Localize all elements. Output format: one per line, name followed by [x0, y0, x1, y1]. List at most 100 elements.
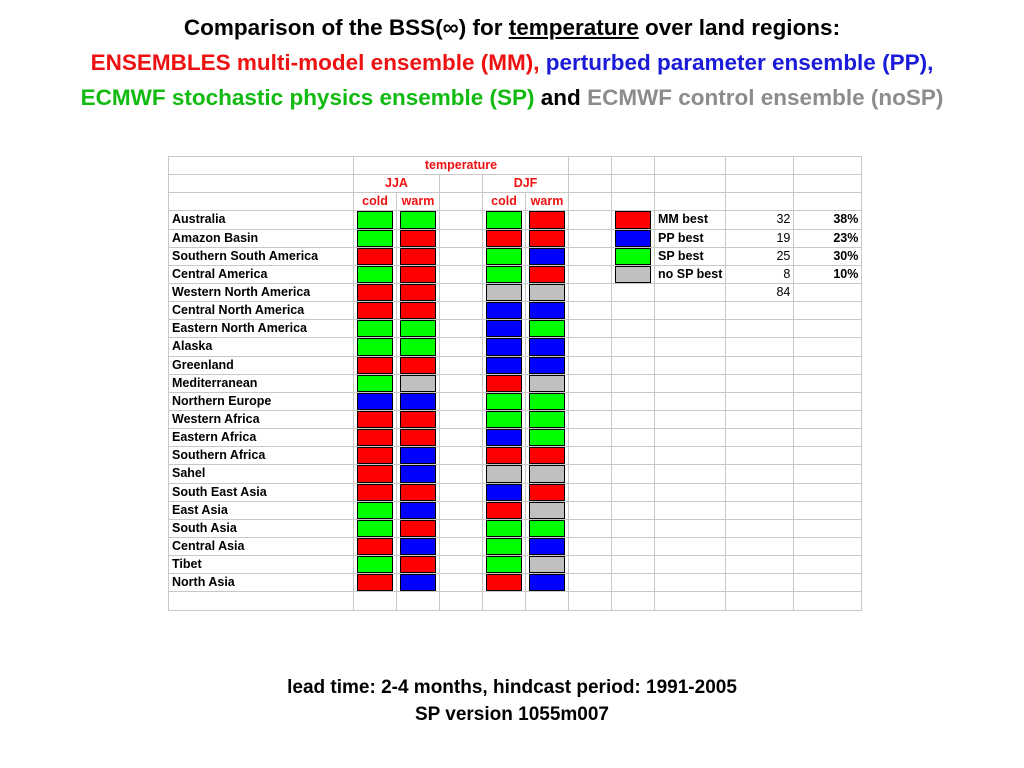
empty-cell — [396, 591, 440, 611]
empty-cell — [611, 373, 655, 393]
empty-cell — [439, 210, 483, 230]
color-swatch-sp — [486, 538, 522, 555]
color-swatch-mm — [486, 502, 522, 519]
color-swatch-sp — [486, 520, 522, 537]
color-swatch-pp — [486, 320, 522, 337]
header-jja-warm: warm — [396, 192, 440, 212]
empty-cell — [611, 409, 655, 430]
empty-cell — [793, 301, 863, 321]
color-swatch-mm — [400, 248, 436, 265]
jja-warm-cell — [396, 337, 440, 357]
empty-cell — [568, 391, 612, 411]
empty-cell — [611, 482, 655, 502]
empty-cell — [439, 482, 483, 502]
color-swatch-pp — [400, 502, 436, 519]
empty-cell — [568, 192, 612, 212]
empty-cell — [793, 355, 863, 375]
empty-cell — [439, 518, 483, 538]
empty-cell — [725, 301, 795, 321]
table-row: South East Asia — [168, 482, 863, 502]
empty-cell — [525, 591, 569, 611]
region-name: East Asia — [168, 500, 354, 520]
empty-cell — [793, 591, 863, 611]
color-swatch-pp — [615, 230, 651, 247]
jja-warm-cell — [396, 301, 440, 321]
color-swatch-mm — [357, 538, 393, 555]
color-swatch-sp — [486, 556, 522, 573]
empty-cell — [725, 355, 795, 375]
empty-cell — [793, 446, 863, 466]
jja-cold-cell — [353, 464, 397, 484]
legend-total: 84 — [725, 282, 795, 303]
jja-cold-cell — [353, 573, 397, 593]
legend-count: 8 — [725, 264, 795, 284]
color-swatch-mm — [400, 302, 436, 319]
color-swatch-pp — [400, 465, 436, 483]
header-row-sub: cold warm cold warm — [168, 192, 863, 212]
jja-warm-cell — [396, 536, 440, 557]
legend-percent: 10% — [793, 264, 863, 284]
color-swatch-pp — [486, 484, 522, 501]
color-swatch-mm — [529, 211, 565, 229]
djf-cold-cell — [482, 264, 526, 284]
table-row-empty — [168, 591, 863, 611]
empty-cell — [568, 555, 612, 575]
djf-warm-cell — [525, 500, 569, 520]
color-swatch-pp — [486, 357, 522, 374]
footer: lead time: 2-4 months, hindcast period: … — [0, 674, 1024, 728]
color-swatch-sp — [357, 556, 393, 573]
empty-cell — [611, 573, 655, 593]
jja-warm-cell — [396, 228, 440, 248]
color-swatch-mm — [357, 574, 393, 591]
empty-cell — [611, 337, 655, 357]
table-row: Mediterranean — [168, 373, 863, 393]
table-row: Sahel — [168, 464, 863, 484]
color-swatch-pp — [529, 302, 565, 319]
color-swatch-mm — [529, 266, 565, 283]
region-name: Central America — [168, 264, 354, 284]
color-swatch-mm — [529, 447, 565, 464]
djf-warm-cell — [525, 228, 569, 248]
empty-cell — [725, 373, 795, 393]
table-row: East Asia — [168, 500, 863, 520]
legend-swatch — [611, 228, 655, 248]
color-swatch-sp — [357, 266, 393, 283]
empty-cell — [439, 355, 483, 375]
table-row: Northern Europe — [168, 391, 863, 411]
empty-cell — [568, 174, 612, 194]
table-row: Western North America 84 — [168, 282, 863, 303]
slide-title: Comparison of the BSS(∞) for temperature… — [0, 10, 1024, 115]
empty-cell — [653, 373, 727, 393]
empty-cell — [653, 337, 727, 357]
empty-cell — [611, 536, 655, 557]
color-swatch-mm — [486, 447, 522, 464]
empty-cell — [653, 192, 727, 212]
empty-cell — [793, 464, 863, 484]
jja-cold-cell — [353, 428, 397, 448]
color-swatch-mm — [357, 302, 393, 319]
djf-warm-cell — [525, 446, 569, 466]
empty-cell — [611, 446, 655, 466]
region-name: Amazon Basin — [168, 228, 354, 248]
color-swatch-mm — [486, 574, 522, 591]
color-swatch-mm — [400, 230, 436, 247]
empty-cell — [611, 174, 655, 194]
djf-cold-cell — [482, 518, 526, 538]
empty-cell — [568, 446, 612, 466]
djf-warm-cell — [525, 282, 569, 303]
region-name: Southern Africa — [168, 446, 354, 466]
jja-warm-cell — [396, 446, 440, 466]
empty-cell — [793, 536, 863, 557]
empty-cell — [725, 500, 795, 520]
empty-cell — [611, 428, 655, 448]
empty-cell — [725, 155, 795, 176]
empty-cell — [793, 482, 863, 502]
region-name: Sahel — [168, 464, 354, 484]
jja-cold-cell — [353, 264, 397, 284]
table-row: Tibet — [168, 555, 863, 575]
empty-cell — [439, 373, 483, 393]
djf-warm-cell — [525, 246, 569, 266]
empty-cell — [439, 337, 483, 357]
djf-cold-cell — [482, 536, 526, 557]
region-name: Western Africa — [168, 409, 354, 430]
